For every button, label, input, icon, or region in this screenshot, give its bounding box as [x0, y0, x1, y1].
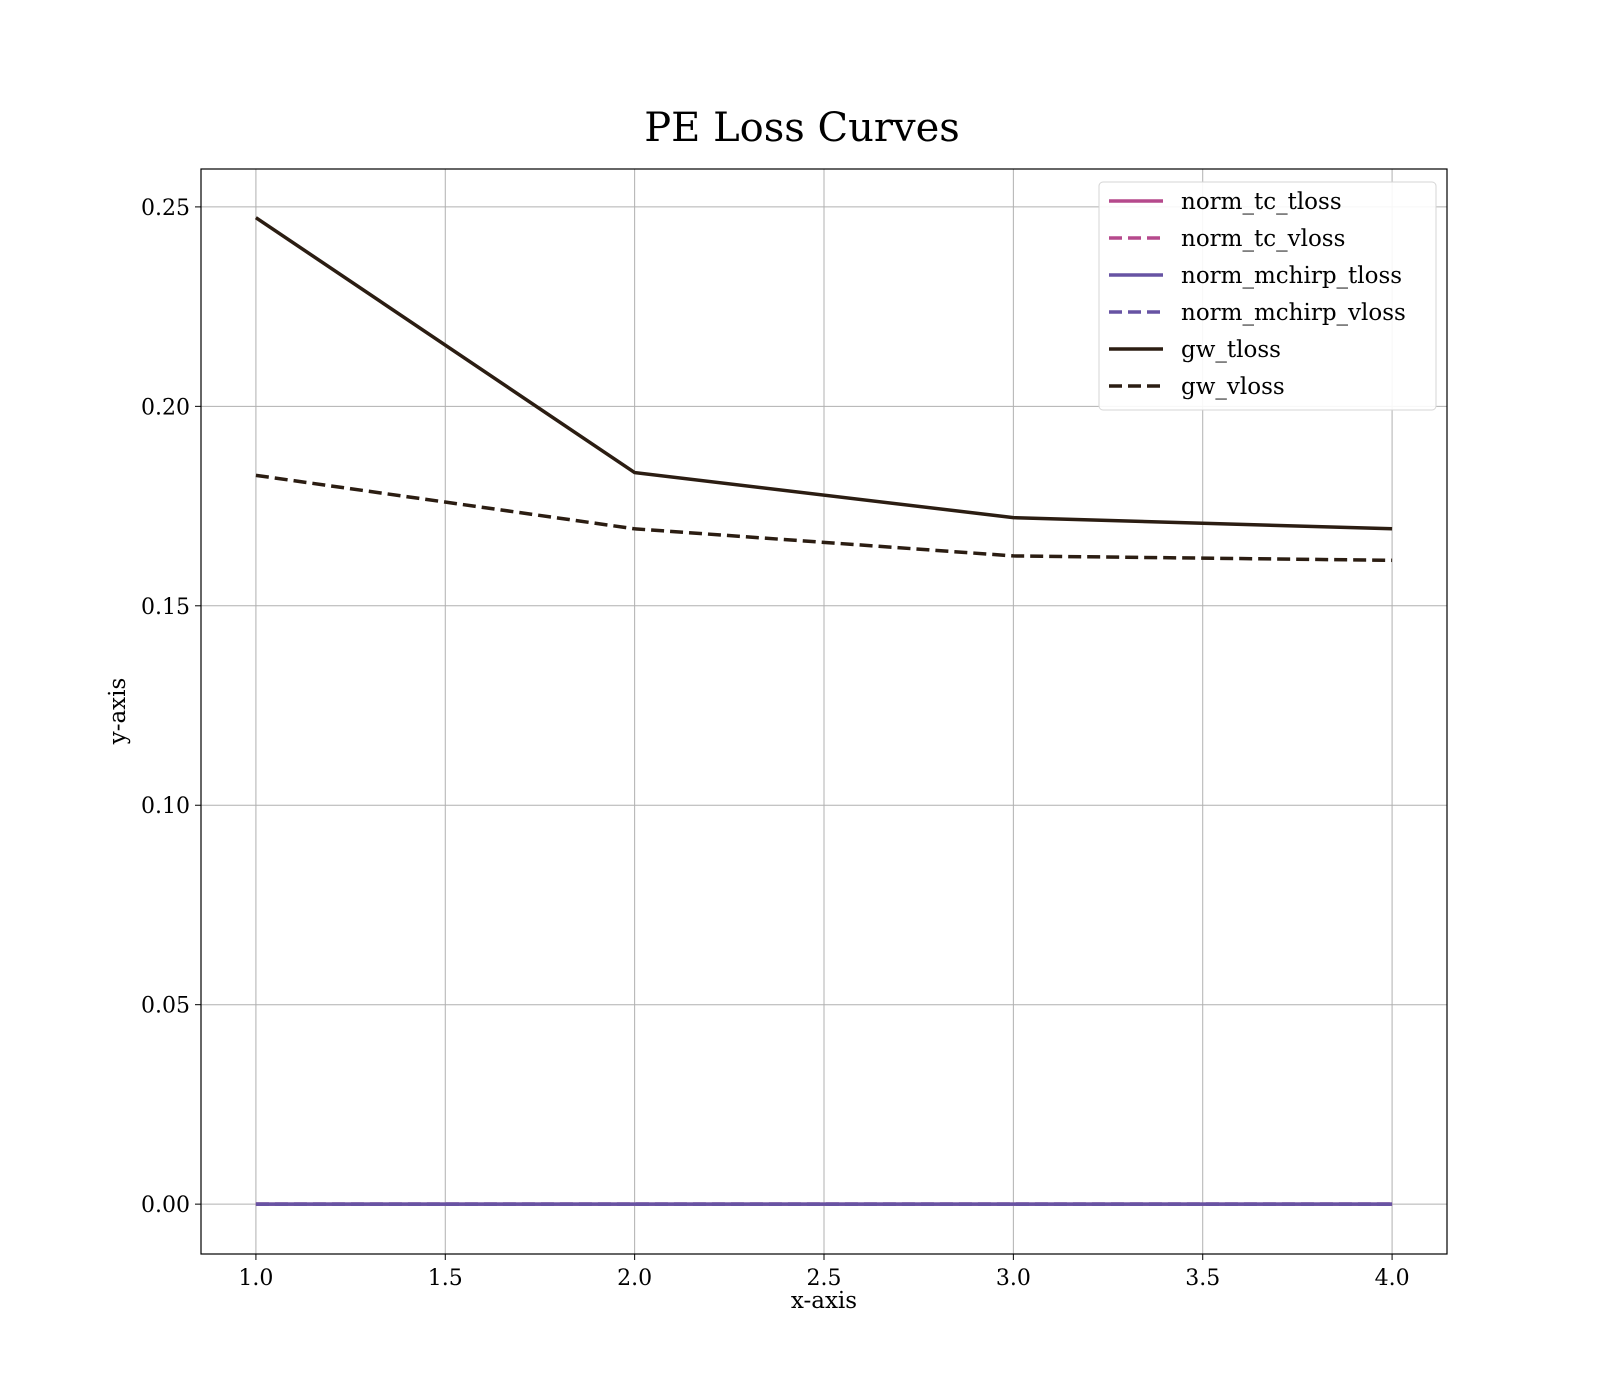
- legend-label: norm_tc_vloss: [1181, 226, 1345, 252]
- x-axis-label: x-axis: [791, 1288, 857, 1314]
- legend-label: gw_tloss: [1181, 337, 1281, 363]
- x-tick-label: 4.0: [1375, 1266, 1410, 1291]
- series-line-gw-vloss: [255, 473, 1393, 563]
- data-series: [254, 216, 1393, 1206]
- y-tick-label: 0.15: [141, 595, 190, 620]
- series-line-gw-tloss: [254, 216, 1393, 531]
- legend-label: norm_mchirp_tloss: [1181, 263, 1402, 289]
- y-tick-label: 0.20: [141, 395, 190, 420]
- x-axis-ticks: 1.0 1.5 2.0 2.5 3.0 3.5 4.0: [238, 1254, 1410, 1291]
- y-tick-label: 0.05: [141, 994, 190, 1019]
- x-tick-label: 3.5: [1185, 1266, 1220, 1291]
- y-axis-ticks: 0.00 0.05 0.10 0.15 0.20 0.25: [141, 196, 201, 1218]
- y-axis-label: y-axis: [105, 678, 131, 746]
- x-tick-label: 1.0: [238, 1266, 273, 1291]
- legend: norm_tc_tloss norm_tc_vloss norm_mchirp_tl…: [1098, 181, 1437, 411]
- x-tick-label: 2.0: [617, 1266, 652, 1291]
- y-tick-label: 0.25: [141, 196, 190, 221]
- chart-title: PE Loss Curves: [644, 105, 960, 151]
- legend-label: norm_tc_tloss: [1181, 189, 1342, 215]
- legend-label: norm_mchirp_vloss: [1181, 300, 1406, 326]
- x-tick-label: 2.5: [807, 1266, 842, 1291]
- x-tick-label: 3.0: [996, 1266, 1031, 1291]
- y-tick-label: 0.10: [141, 794, 190, 819]
- legend-label: gw_vloss: [1181, 374, 1285, 400]
- y-tick-label: 0.00: [141, 1193, 190, 1218]
- legend-box: [1098, 181, 1437, 411]
- x-tick-label: 1.5: [428, 1266, 463, 1291]
